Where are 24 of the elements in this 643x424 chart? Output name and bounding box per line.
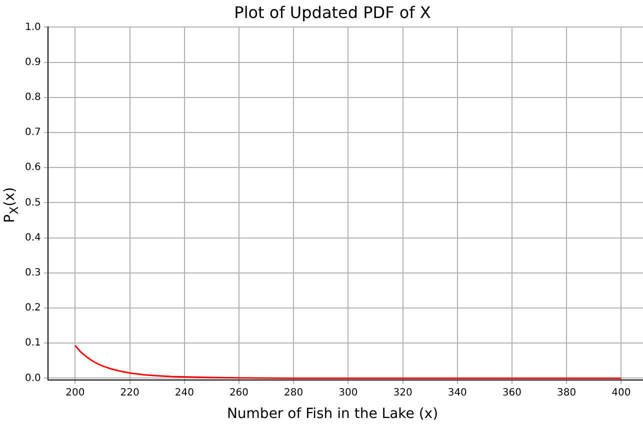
y-tick-label: 0.2 [24, 302, 41, 314]
x-tick-label: 260 [229, 388, 249, 399]
x-tick-label: 360 [502, 388, 522, 399]
x-tick-label: 320 [393, 388, 412, 399]
x-axis-title: Number of Fish in the Lake (x) [226, 406, 440, 422]
y-tick-label: 0.0 [24, 372, 41, 384]
y-tick-label: 0.6 [24, 162, 41, 174]
x-tick-label: 220 [120, 388, 140, 399]
x-tick-label: 300 [338, 388, 358, 399]
y-tick-label: 0.8 [24, 92, 41, 104]
x-tick-label: 240 [174, 388, 194, 399]
x-tick-label: 340 [448, 388, 467, 399]
y-tick-label: 0.9 [24, 56, 41, 68]
chart-title: Plot of Updated PDF of X [234, 2, 431, 22]
y-tick-label: 0.5 [24, 197, 41, 208]
y-tick-label: 0.3 [24, 268, 41, 279]
y-tick-label: 0.7 [24, 127, 41, 138]
x-tick-label: 280 [284, 388, 304, 399]
x-tick-label: 200 [66, 388, 85, 399]
y-tick-label: 1.0 [24, 22, 41, 33]
y-tick-label: 0.4 [24, 232, 41, 244]
y-tick-label: 0.1 [24, 338, 41, 349]
x-tick-label: 400 [612, 388, 631, 399]
x-tick-label: 380 [557, 388, 576, 399]
